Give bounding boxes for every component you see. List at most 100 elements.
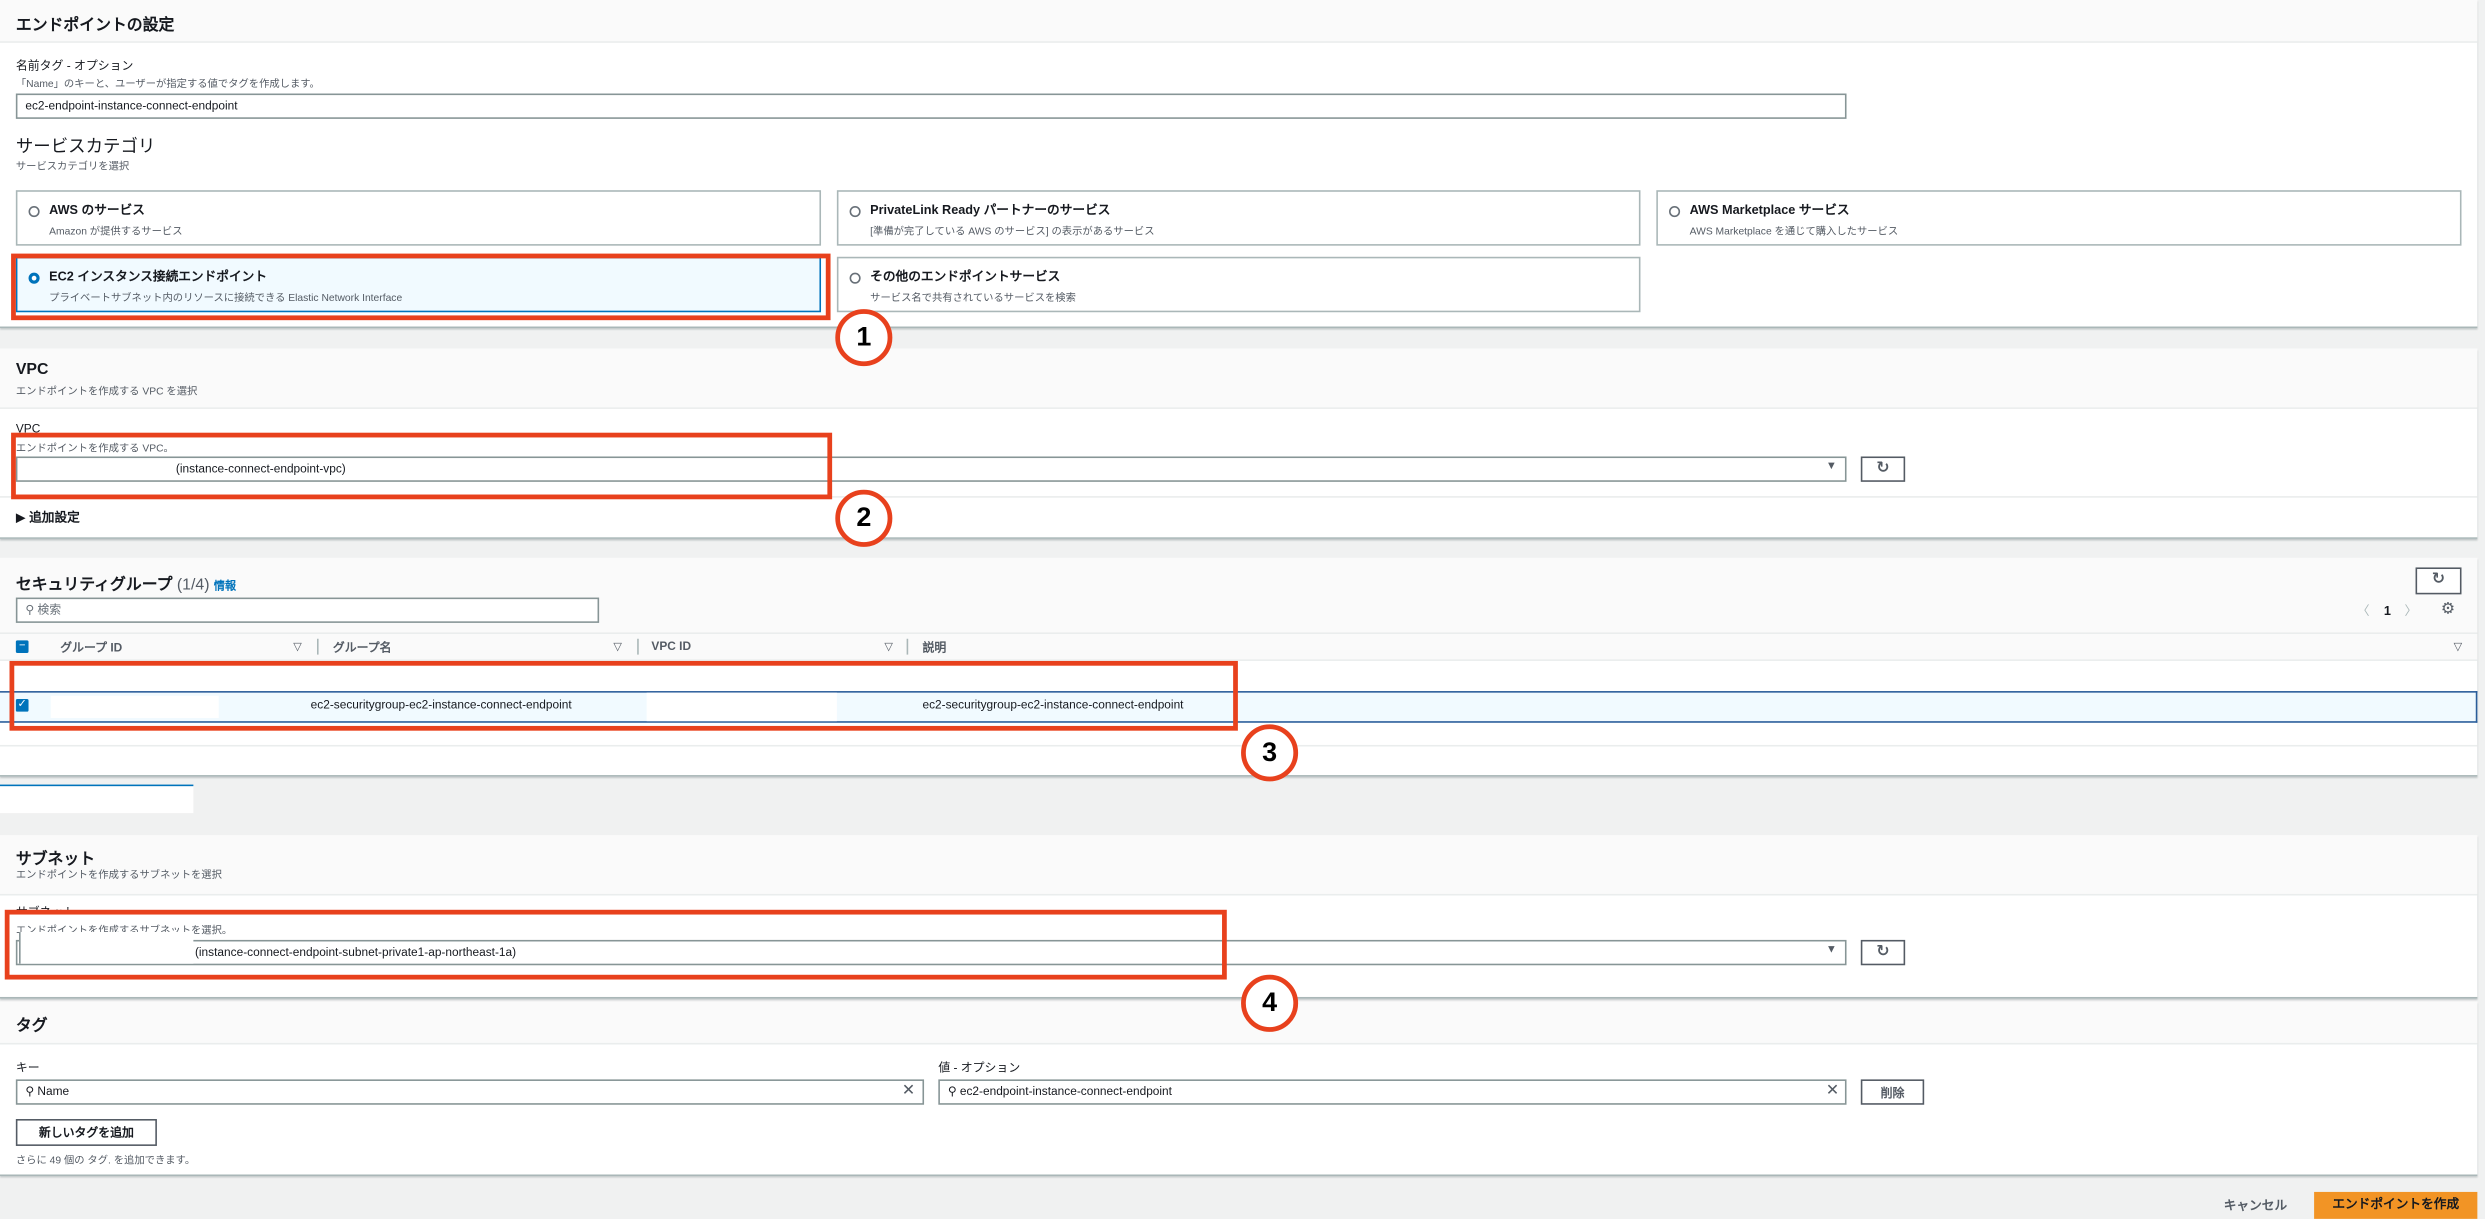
endpoint-settings-panel: エンドポイントの設定 名前タグ - オプション 「Name」のキーと、ユーザーが… [0, 0, 2478, 329]
security-groups-title: セキュリティグループ (1/4) 情報 [15, 571, 237, 595]
redacted-area [0, 784, 194, 814]
remove-tag-button[interactable]: 削除 [1860, 1079, 1925, 1105]
subnet-field-label: サブネット [16, 903, 75, 911]
annotation-circle-2: 2 [835, 489, 893, 547]
tile-desc: サービス名で共有されているサービスを検索 [870, 293, 1076, 305]
tile-title: AWS Marketplace サービス [1689, 202, 1850, 218]
refresh-subnet-button[interactable]: ↻ [1860, 939, 1906, 966]
cancel-button[interactable]: キャンセル [2223, 1198, 2288, 1213]
vpc-selected-value: (instance-connect-endpoint-vpc) [175, 461, 346, 476]
cell-group-name: ec2-securitygroup-ec2-instance-connect-e… [310, 697, 572, 712]
service-category-desc: サービスカテゴリを選択 [15, 161, 130, 173]
column-separator[interactable] [906, 638, 909, 655]
search-icon: ⚲ [25, 1084, 38, 1099]
annotation-box-4 [4, 909, 1227, 980]
caret-down-icon[interactable]: ▼ [1825, 944, 1837, 956]
column-separator[interactable] [637, 638, 639, 655]
sort-icon[interactable]: ▽ [613, 641, 622, 654]
tag-key-value: Name [37, 1084, 70, 1099]
divider [0, 744, 2478, 747]
sort-icon[interactable]: ▽ [293, 641, 302, 654]
cell-description: ec2-securitygroup-ec2-instance-connect-e… [922, 697, 1184, 712]
tag-key-input[interactable]: ⚲ Name [15, 1079, 925, 1105]
sort-icon[interactable]: ▽ [2453, 641, 2463, 654]
radio-icon[interactable] [849, 206, 861, 218]
add-tag-button[interactable]: 新しいタグを追加 [15, 1119, 157, 1146]
subnet-field-desc: エンドポイントを作成するサブネットを選択。 [16, 921, 232, 937]
select-all-checkbox[interactable]: − [15, 640, 29, 654]
col-description[interactable]: 説明 [922, 640, 947, 655]
prev-page-icon[interactable]: 〈 [2356, 603, 2370, 619]
caret-right-icon: ▶ [15, 510, 30, 525]
tile-aws-services[interactable]: AWS のサービス Amazon が提供するサービス [15, 190, 822, 246]
col-group-name[interactable]: グループ名 [332, 640, 392, 655]
tile-other-endpoint[interactable]: その他のエンドポイントサービス サービス名で共有されているサービスを検索 [836, 256, 1641, 313]
subnet-selected-value: (instance-connect-endpoint-subnet-privat… [194, 944, 517, 959]
tile-title: その他のエンドポイントサービス [870, 269, 1061, 284]
radio-icon[interactable] [28, 206, 40, 218]
tile-marketplace[interactable]: AWS Marketplace サービス AWS Marketplace を通じ… [1656, 190, 2462, 246]
redacted-vpc-id [646, 692, 837, 722]
vpc-desc: エンドポイントを作成する VPC を選択 [15, 386, 198, 398]
table-row[interactable] [0, 691, 2478, 723]
tile-desc: Amazon が提供するサービス [49, 226, 183, 238]
name-tag-label: 名前タグ - オプション [15, 58, 134, 73]
vpc-field-label: VPC [15, 421, 41, 436]
tile-title: AWS のサービス [49, 202, 145, 218]
annotation-box-2 [11, 432, 833, 500]
row-checkbox[interactable]: ✓ [15, 698, 29, 712]
panel-header [0, 835, 2478, 896]
tag-value-value: ec2-endpoint-instance-connect-endpoint [959, 1084, 1172, 1099]
tag-value-input[interactable]: ⚲ ec2-endpoint-instance-connect-endpoint [938, 1079, 1847, 1105]
additional-settings-toggle[interactable]: ▶ 追加設定 [16, 509, 80, 526]
service-category-title: サービスカテゴリ [15, 137, 156, 157]
refresh-icon: ↻ [1876, 943, 1890, 961]
next-page-icon[interactable]: 〉 [2404, 603, 2418, 619]
refresh-icon: ↻ [1876, 459, 1890, 478]
clear-icon[interactable]: ✕ [1825, 1082, 1840, 1100]
search-icon: ⚲ [947, 1084, 960, 1099]
additional-settings-label: 追加設定 [29, 510, 80, 525]
gear-icon[interactable]: ⚙ [2440, 600, 2456, 619]
annotation-circle-1: 1 [835, 309, 893, 367]
sort-icon[interactable]: ▽ [884, 641, 893, 654]
key-label: キー [15, 1060, 40, 1075]
title-text: セキュリティグループ [15, 576, 173, 595]
tile-desc: [準備が完了している AWS のサービス] の表示があるサービス [870, 226, 1155, 238]
tags-panel: タグ キー 値 - オプション ⚲ Name ✕ ⚲ ec2-endpoint-… [0, 1001, 2478, 1177]
page-number[interactable]: 1 [2383, 603, 2391, 619]
col-vpc-id[interactable]: VPC ID [651, 638, 692, 654]
caret-down-icon[interactable]: ▼ [1825, 461, 1837, 473]
subnet-select[interactable]: (instance-connect-endpoint-subnet-privat… [15, 939, 1847, 966]
tags-title: タグ [15, 1017, 48, 1036]
security-groups-panel: セキュリティグループ (1/4) 情報 ↻ ⚲ 検索 〈 1 〉 ⚙ [0, 557, 2478, 777]
radio-icon[interactable] [849, 272, 861, 284]
clear-icon[interactable]: ✕ [901, 1082, 916, 1100]
tags-note: さらに 49 個の タグ. を追加できます。 [15, 1155, 196, 1167]
column-separator[interactable] [317, 638, 319, 655]
refresh-icon: ↻ [2431, 570, 2446, 589]
tile-desc: AWS Marketplace を通じて購入したサービス [1689, 226, 1899, 238]
tile-ec2-instance-connect[interactable]: EC2 インスタンス接続エンドポイント プライベートサブネット内のリソースに接続… [15, 256, 822, 313]
name-tag-input[interactable]: ec2-endpoint-instance-connect-endpoint [15, 93, 1847, 119]
name-tag-desc: 「Name」のキーと、ユーザーが指定する値でタグを作成します。 [15, 79, 320, 91]
search-icon: ⚲ [25, 602, 38, 617]
tile-privatelink[interactable]: PrivateLink Ready パートナーのサービス [準備が完了している … [836, 190, 1641, 246]
refresh-sg-button[interactable]: ↻ [2415, 567, 2462, 595]
refresh-vpc-button[interactable]: ↻ [1860, 456, 1906, 482]
value-label: 値 - オプション [938, 1060, 1021, 1075]
vpc-select[interactable]: (instance-connect-endpoint-vpc) [15, 456, 1847, 482]
info-link[interactable]: 情報 [213, 581, 237, 593]
sg-search-input[interactable]: ⚲ 検索 [15, 597, 600, 623]
subnet-panel: サブネット エンドポイントを作成するサブネットを選択 サブネット エンドポイント… [0, 835, 2478, 999]
col-group-id[interactable]: グループ ID [60, 640, 123, 655]
vpc-field-desc: エンドポイントを作成する VPC。 [15, 443, 174, 455]
create-endpoint-button[interactable]: エンドポイントを作成 [2314, 1191, 2478, 1219]
subnet-desc: エンドポイントを作成するサブネットを選択 [15, 870, 222, 882]
selection-count: (1/4) [176, 576, 210, 595]
redacted-group-id [50, 695, 219, 719]
radio-selected-icon[interactable] [28, 272, 40, 284]
annotation-circle-4: 4 [1241, 974, 1299, 1032]
divider [0, 496, 2478, 498]
radio-icon[interactable] [1669, 206, 1681, 218]
